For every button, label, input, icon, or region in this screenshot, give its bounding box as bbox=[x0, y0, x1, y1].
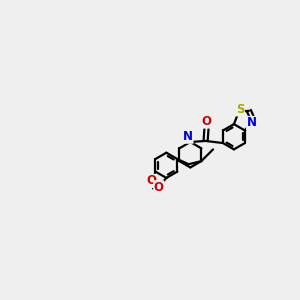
Text: O: O bbox=[154, 181, 164, 194]
Text: S: S bbox=[236, 103, 244, 116]
Text: N: N bbox=[247, 116, 256, 130]
Text: O: O bbox=[147, 175, 157, 188]
Text: N: N bbox=[183, 130, 193, 143]
Text: O: O bbox=[202, 115, 212, 128]
